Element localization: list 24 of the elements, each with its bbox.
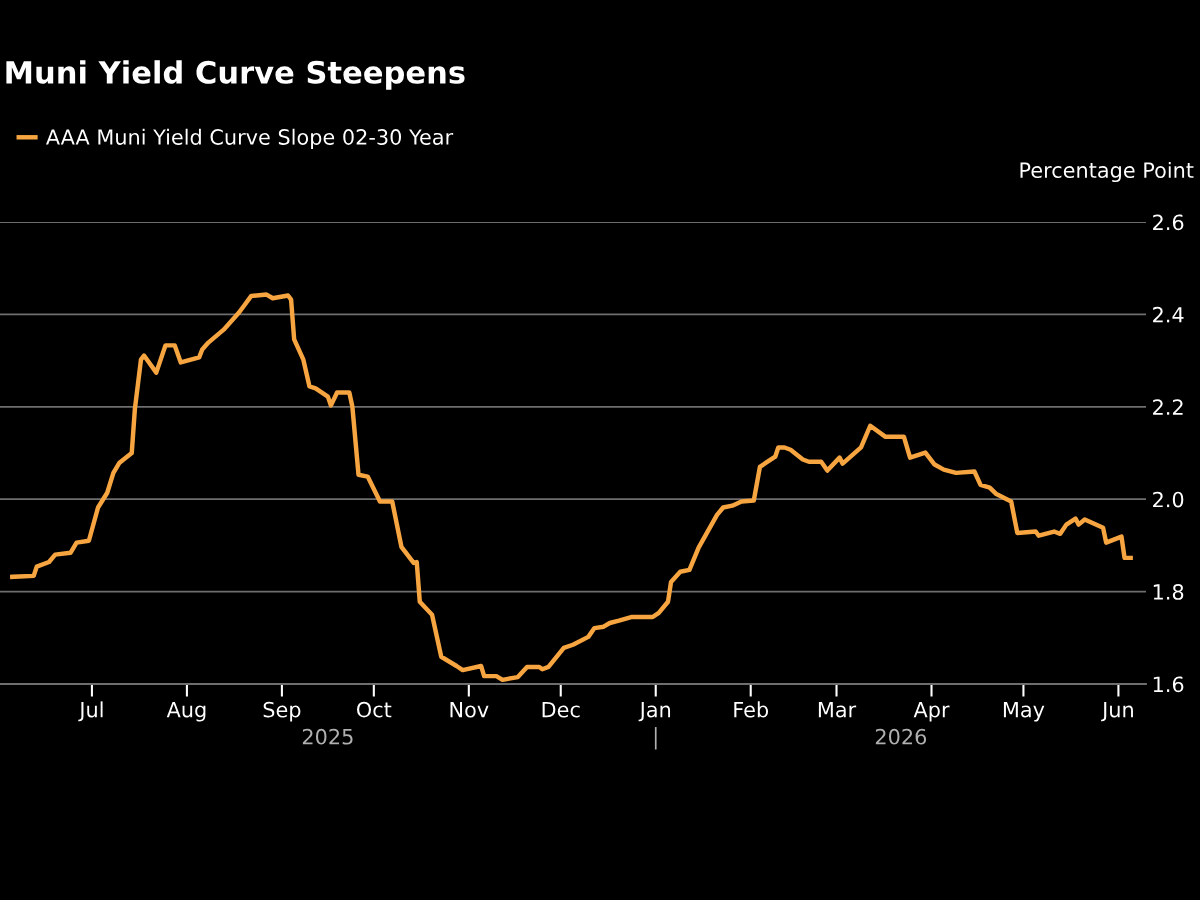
x-tick-label: Jun [1101,702,1133,722]
y-tick-label: 2.4 [1153,306,1184,323]
x-tick-label: Jul [78,701,103,722]
x-tick-label: Sep [263,701,301,722]
text: 2026 [875,728,927,745]
x-tick-label: Nov [450,702,489,718]
x-tick-label: May [1003,702,1045,722]
y-tick-label: 2.2 [1153,399,1183,415]
x-tick-label: Feb [734,701,769,718]
x-tick-label: Mar [818,702,857,718]
y-tick-label: 2.0 [1153,491,1184,508]
x-tick-label: Dec [542,702,580,718]
x-tick-label: Aug [166,702,206,722]
legend-label: AAA Muni Yield Curve Slope 02-30 Year [46,128,454,149]
line-series [10,292,1133,683]
y-axis-title: Percentage Point [1020,161,1194,183]
y-tick-label: 1.8 [1153,584,1184,600]
y-tick-label: 1.6 [1153,676,1184,693]
text: 2025 [302,728,353,745]
x-tick-label: Apr [913,702,950,722]
x-tick-label: Oct [356,701,392,718]
x-tick-label: Jan [638,702,671,722]
y-tick-label: 2.6 [1153,214,1184,231]
chart-title: Muni Yield Curve Steepens [6,60,465,90]
